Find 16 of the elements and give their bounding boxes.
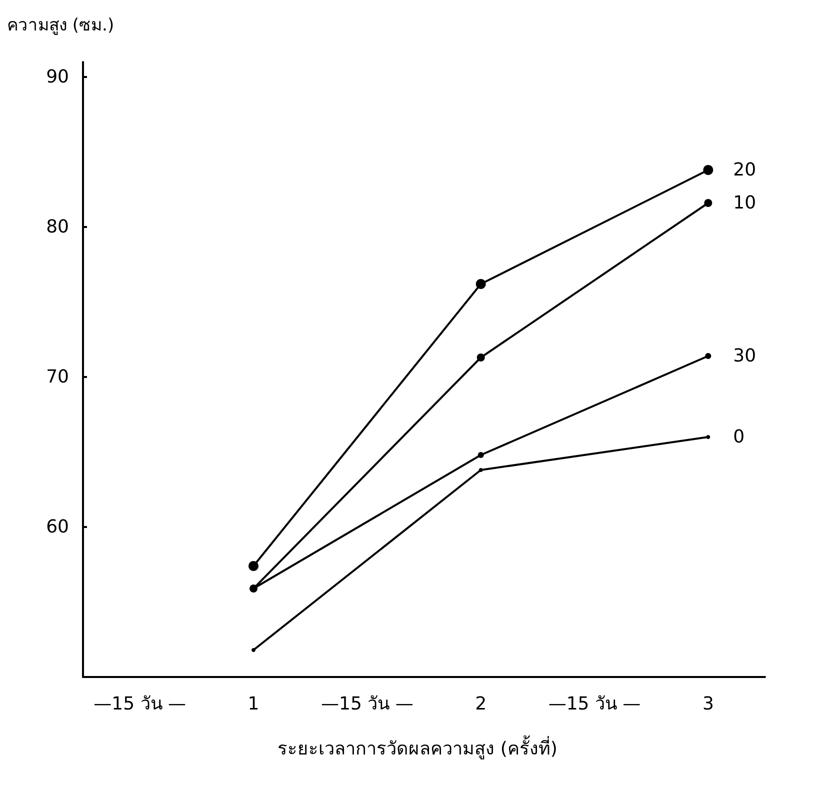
- x-axis-title: ระยะเวลาการวัดผลความสูง (ครั้งที่): [278, 736, 558, 760]
- x-tick-label: —15 วัน —: [94, 694, 186, 714]
- x-tick-label: —15 วัน —: [320, 694, 414, 714]
- y-tick-label: 90: [46, 66, 69, 88]
- y-tick-label: 70: [46, 366, 69, 388]
- x-tick-label: 2: [475, 694, 487, 714]
- y-axis-title: ความสูง (ซม.): [7, 16, 114, 36]
- y-tick-label: 60: [46, 516, 69, 538]
- series-label: 0: [733, 426, 745, 448]
- x-tick-label: 1: [248, 694, 260, 714]
- x-tick-label: 3: [702, 694, 714, 714]
- series-label: 20: [733, 160, 756, 180]
- series-label: 30: [733, 346, 756, 366]
- x-tick-label: —15 วัน —: [548, 694, 641, 714]
- series-label: 10: [733, 192, 756, 214]
- y-tick-label: 80: [46, 216, 69, 238]
